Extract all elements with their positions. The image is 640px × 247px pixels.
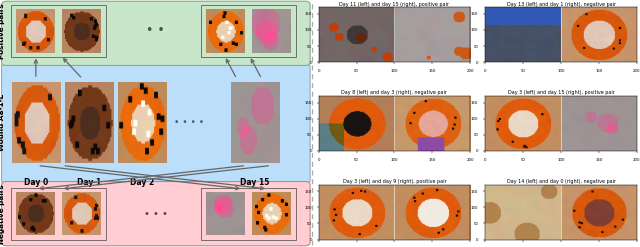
Title: Day 13 (left) and day 1 (right), negative pair: Day 13 (left) and day 1 (right), negativ… — [506, 2, 616, 7]
FancyBboxPatch shape — [1, 63, 310, 184]
Text: • •: • • — [147, 24, 165, 37]
Text: • • •: • • • — [144, 209, 168, 219]
Text: Wound A8-1-L: Wound A8-1-L — [0, 94, 4, 151]
Title: Day 3 (left) and day 15 (right), positive pair: Day 3 (left) and day 15 (right), positiv… — [508, 90, 614, 95]
Text: Negative pairs: Negative pairs — [0, 184, 4, 244]
FancyBboxPatch shape — [1, 182, 310, 246]
Text: Day 1: Day 1 — [77, 178, 102, 187]
FancyBboxPatch shape — [201, 5, 296, 57]
Text: Positive pairs: Positive pairs — [0, 3, 4, 59]
FancyBboxPatch shape — [11, 5, 106, 57]
Text: Day 0: Day 0 — [24, 178, 49, 187]
Title: Day 14 (left) and day 0 (right), negative pair: Day 14 (left) and day 0 (right), negativ… — [506, 179, 616, 184]
FancyBboxPatch shape — [11, 188, 106, 240]
FancyBboxPatch shape — [1, 1, 310, 65]
FancyBboxPatch shape — [201, 188, 296, 240]
Title: Day 8 (left) and day 3 (right), negative pair: Day 8 (left) and day 3 (right), negative… — [342, 90, 447, 95]
Text: • • • •: • • • • — [173, 118, 204, 127]
Title: Day 3 (left) and day 9 (right), positive pair: Day 3 (left) and day 9 (right), positive… — [342, 179, 446, 184]
Text: Day 2: Day 2 — [131, 178, 155, 187]
Text: Day 15: Day 15 — [240, 178, 269, 187]
Title: Day 11 (left) and day 15 (right), positive pair: Day 11 (left) and day 15 (right), positi… — [339, 2, 449, 7]
